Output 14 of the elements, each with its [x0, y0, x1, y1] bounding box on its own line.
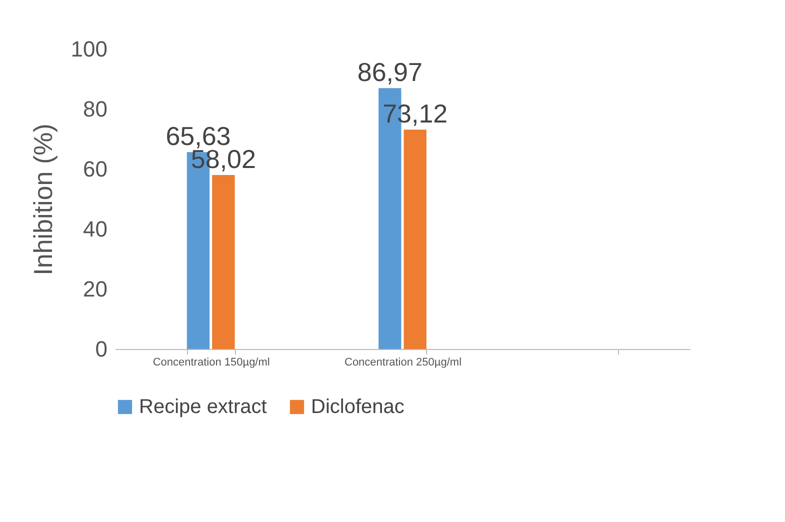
y-tick-label: 0 [95, 336, 108, 362]
x-tick-label: Concentration 250µg/ml [344, 356, 462, 368]
legend-label: Recipe extract [139, 396, 268, 418]
y-tick-label: 40 [83, 216, 108, 242]
y-tick-label: 80 [83, 96, 108, 122]
legend-label: Diclofenac [311, 396, 404, 418]
data-label: 86,97 [357, 57, 422, 88]
y-tick-label: 20 [83, 276, 108, 302]
bar [404, 130, 426, 349]
x-tick-label: Concentration 150µg/ml [152, 356, 270, 368]
y-tick-label: 60 [83, 156, 108, 182]
y-tick-label: 100 [70, 36, 108, 62]
bar [212, 174, 235, 349]
y-axis-title: Inhibition (%) [28, 124, 58, 276]
